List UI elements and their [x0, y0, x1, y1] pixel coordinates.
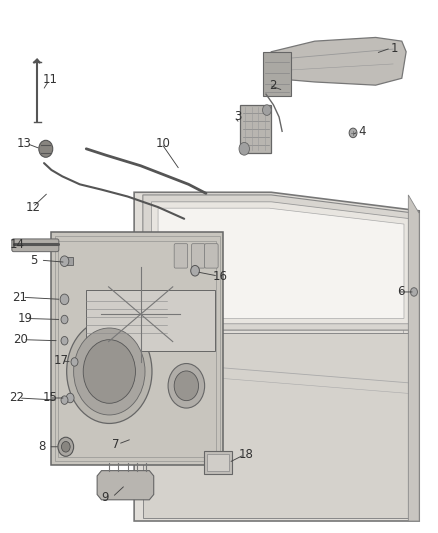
Text: 6: 6	[397, 286, 405, 298]
Circle shape	[61, 396, 68, 405]
Polygon shape	[204, 451, 232, 474]
FancyBboxPatch shape	[191, 244, 205, 268]
Circle shape	[61, 316, 68, 324]
Polygon shape	[408, 195, 419, 521]
Text: 8: 8	[39, 440, 46, 453]
Polygon shape	[51, 232, 223, 465]
Circle shape	[61, 336, 68, 345]
Circle shape	[71, 358, 78, 366]
Circle shape	[349, 128, 357, 138]
Text: 15: 15	[43, 392, 58, 405]
Text: 11: 11	[43, 74, 58, 86]
Text: 19: 19	[18, 312, 33, 325]
Text: 17: 17	[53, 354, 69, 367]
Text: 18: 18	[239, 448, 254, 461]
Polygon shape	[152, 202, 410, 324]
Text: 7: 7	[113, 438, 120, 450]
Text: 12: 12	[25, 200, 40, 214]
FancyBboxPatch shape	[174, 244, 187, 268]
Text: 5: 5	[30, 254, 37, 266]
Circle shape	[66, 393, 74, 403]
Polygon shape	[62, 257, 73, 265]
Text: 1: 1	[391, 42, 399, 54]
Text: 20: 20	[14, 333, 28, 346]
Circle shape	[168, 364, 205, 408]
Text: 16: 16	[212, 270, 227, 282]
FancyBboxPatch shape	[205, 244, 218, 268]
Circle shape	[60, 294, 69, 305]
Circle shape	[74, 328, 145, 415]
Circle shape	[61, 441, 70, 452]
Circle shape	[39, 140, 53, 157]
Circle shape	[262, 105, 271, 115]
Polygon shape	[143, 333, 417, 519]
Text: 2: 2	[269, 79, 276, 92]
Text: 13: 13	[17, 137, 32, 150]
Circle shape	[410, 288, 417, 296]
Circle shape	[60, 256, 69, 266]
Polygon shape	[267, 37, 406, 85]
Polygon shape	[143, 195, 417, 330]
Text: 10: 10	[156, 137, 171, 150]
Text: 9: 9	[102, 491, 109, 504]
Polygon shape	[86, 290, 215, 351]
FancyBboxPatch shape	[12, 239, 59, 252]
Text: 14: 14	[9, 238, 24, 251]
Polygon shape	[134, 192, 419, 521]
Polygon shape	[262, 52, 291, 96]
Circle shape	[191, 265, 199, 276]
Circle shape	[67, 319, 152, 423]
Polygon shape	[97, 471, 154, 500]
Circle shape	[174, 371, 198, 401]
Polygon shape	[158, 208, 404, 318]
Text: 4: 4	[358, 125, 366, 138]
Text: 21: 21	[12, 291, 27, 304]
Circle shape	[58, 437, 74, 456]
Polygon shape	[240, 105, 271, 152]
Circle shape	[83, 340, 135, 403]
Polygon shape	[207, 454, 229, 471]
Text: 3: 3	[234, 110, 242, 124]
Circle shape	[239, 142, 250, 155]
Text: 22: 22	[9, 392, 24, 405]
